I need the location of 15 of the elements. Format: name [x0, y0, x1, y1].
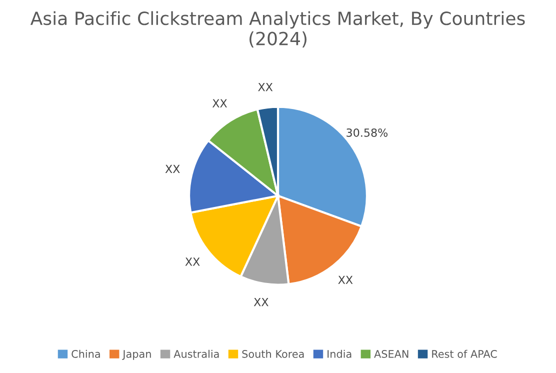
- data-label: XX: [254, 298, 268, 306]
- data-label: XX: [338, 276, 353, 284]
- legend-label: India: [328, 350, 352, 358]
- chart-title: Asia Pacific Clickstream Analytics Market, By Countries (2024): [30, 11, 525, 48]
- legend-label: ASEAN: [374, 350, 408, 358]
- legend-label: Japan: [122, 350, 151, 360]
- data-label: XX: [165, 164, 180, 174]
- data-label: XX: [185, 258, 200, 266]
- data-label: 30.58%: [346, 128, 388, 137]
- data-label: XX: [258, 83, 273, 92]
- legend-label: South Korea: [242, 350, 304, 358]
- legend-label: Australia: [174, 350, 219, 358]
- legend-label: China: [72, 350, 100, 358]
- data-label: XX: [212, 99, 227, 108]
- legend-label: Rest of APAC: [432, 350, 497, 358]
